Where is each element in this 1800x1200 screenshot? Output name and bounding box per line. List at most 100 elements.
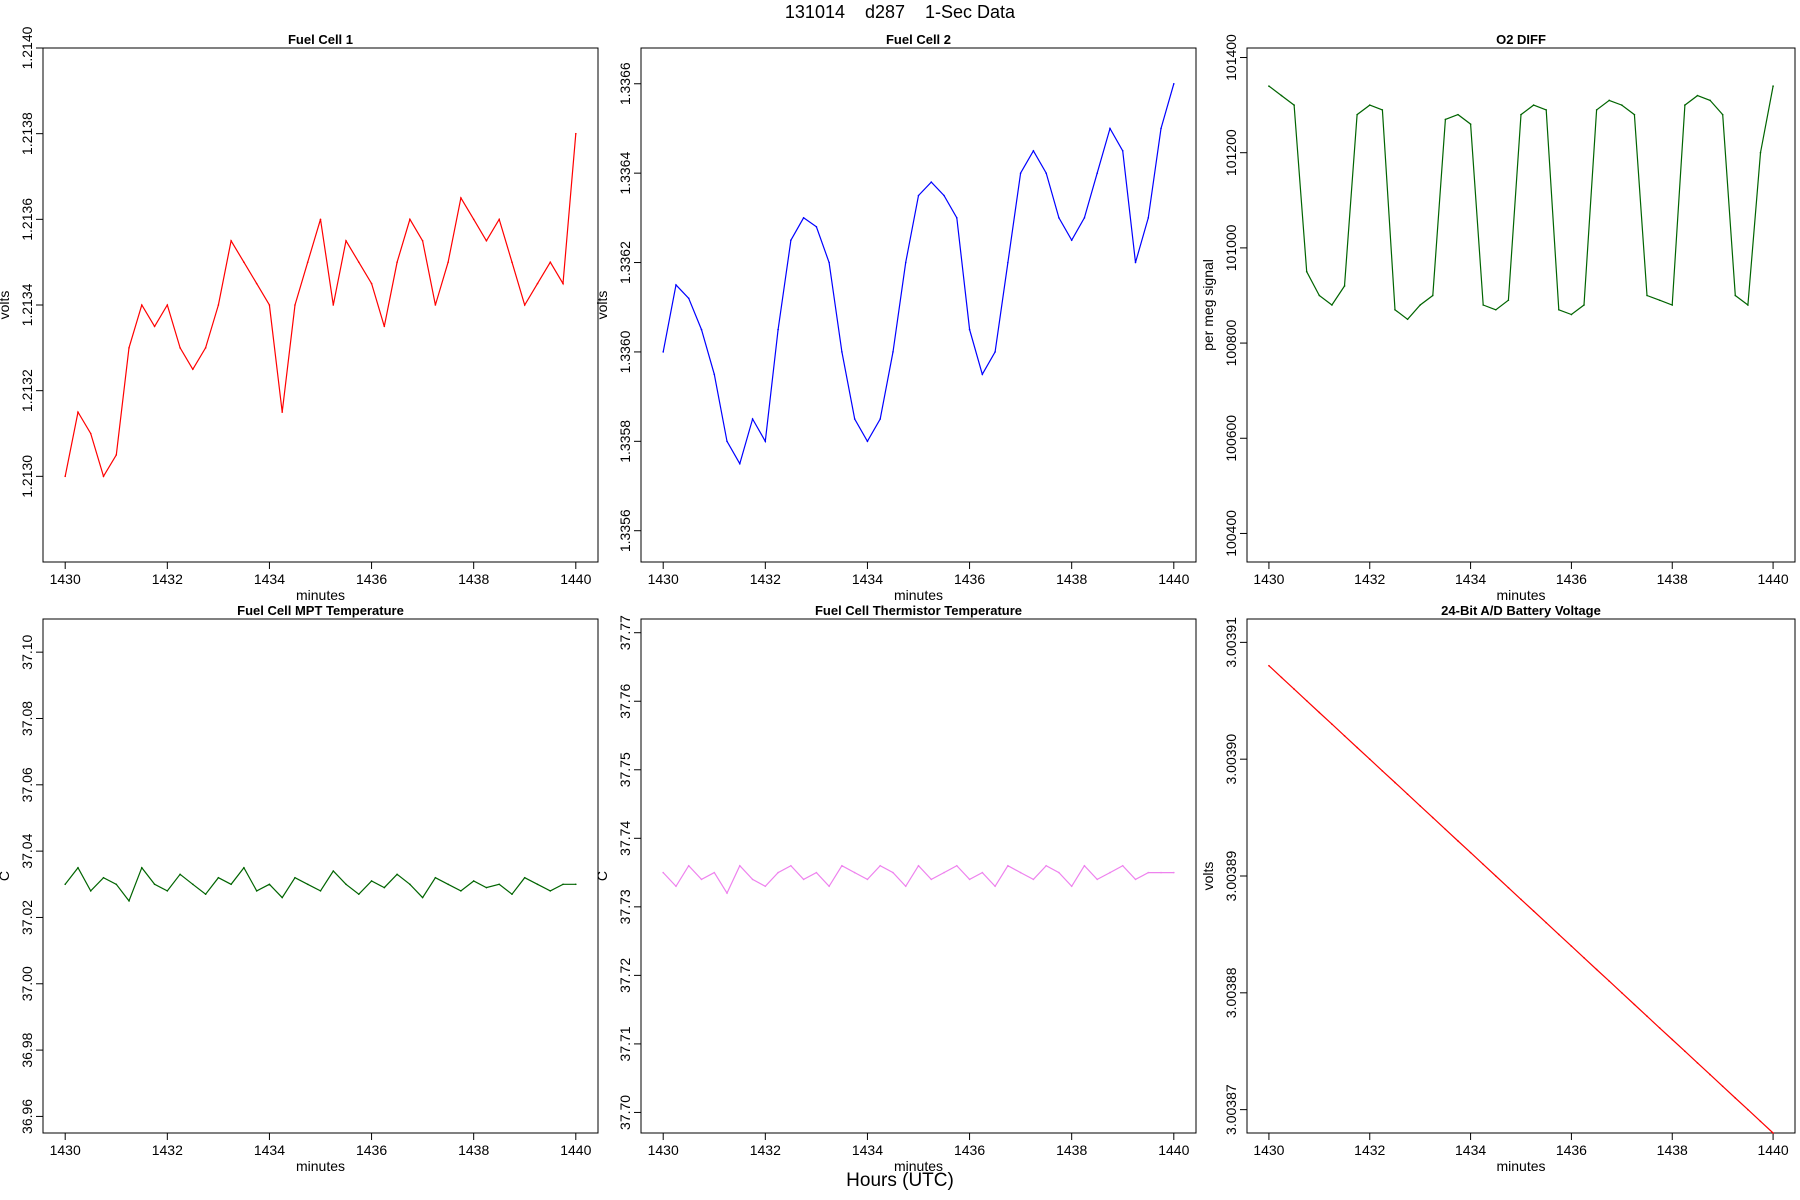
panel-5: Fuel Cell Thermistor Temperature 1430 1432… [594,603,1197,1174]
data-point [306,261,309,263]
y-axis-label: volts [1200,862,1216,891]
data-point [1305,699,1308,702]
data-point [1160,871,1162,874]
x-tick-label: 1440 [1158,1142,1189,1158]
data-point [828,885,830,888]
data-point [140,866,143,869]
data-point [1684,104,1686,106]
data-point [713,871,716,874]
data-point [1494,308,1497,311]
data-point [815,225,818,228]
data-point [994,351,996,353]
data-point [1734,294,1737,297]
data-point [1293,104,1295,106]
data-point [1147,217,1150,219]
y-tick-label: 100600 [1223,415,1239,462]
y-tick-label: 100400 [1223,510,1239,557]
data-point [968,328,971,331]
panel-2: Fuel Cell 2 1430 1432 1434 1436 1438 1440 1.335… [594,32,1197,603]
y-tick-label: 1.2134 [19,283,35,326]
data-point [1545,921,1548,924]
data-point [1482,304,1484,306]
x-tick-label: 1432 [152,571,183,587]
x-tick-label: 1436 [954,1142,985,1158]
data-point [994,885,996,888]
data-point [357,261,360,263]
data-point [1134,878,1137,881]
data-point [1520,898,1522,901]
data-point [1558,308,1560,311]
y-tick-label: 1.2138 [19,112,35,155]
x-tick-label: 1440 [1758,1142,1789,1158]
x-tick-label: 1430 [1253,571,1284,587]
data-point [332,304,335,306]
data-point [485,886,488,889]
data-point [955,864,958,867]
data-point [675,284,677,286]
data-point [1444,828,1447,831]
data-point [549,261,552,263]
data-point [1268,664,1270,667]
y-tick-label: 37.71 [617,1026,633,1061]
x-axis-label: minutes [894,587,943,603]
data-point [892,351,894,353]
data-point [1444,118,1447,121]
data-point [1045,172,1047,174]
data-point [1520,113,1522,116]
data-point [1747,1108,1749,1111]
data-point [1121,150,1124,152]
y-tick-label: 36.98 [19,1032,35,1067]
data-point [166,890,169,892]
data-point [1356,746,1358,749]
y-tick-label: 3.00388 [1223,967,1239,1018]
data-point [1318,711,1321,714]
data-point [1083,864,1086,867]
data-point [687,864,690,867]
data-point [268,304,271,306]
data-point [77,411,79,413]
data-point [1507,299,1510,302]
data-point [866,440,869,443]
data-point [115,454,118,456]
x-tick-label: 1432 [750,571,781,587]
data-point [115,883,118,886]
data-point [981,871,984,874]
x-tick-label: 1434 [1455,1142,1486,1158]
data-point [396,873,398,876]
data-point [1532,910,1535,912]
data-point [192,883,194,886]
data-point [153,883,156,886]
data-point [396,261,398,263]
data-point [409,218,411,221]
data-point [1394,308,1396,311]
data-point [460,197,462,199]
data-point [1381,770,1384,772]
x-tick-label: 1436 [1556,571,1587,587]
data-point [1482,863,1484,866]
data-point [904,261,907,264]
data-point [153,325,156,328]
data-point [930,878,933,881]
data-point [675,885,677,888]
data-point [255,282,258,285]
data-point [981,373,984,376]
data-point [1721,1085,1724,1088]
data-point [319,218,322,221]
x-tick-label: 1434 [852,1142,883,1158]
data-point [447,261,449,263]
data-point [1318,294,1321,297]
data-point [955,217,958,219]
x-tick-label: 1436 [356,1142,387,1158]
panel-title: Fuel Cell Thermistor Temperature [815,603,1022,618]
data-point [1147,871,1150,874]
data-point [472,880,475,882]
data-point [790,239,792,241]
data-point [1457,113,1459,116]
data-point [166,304,169,306]
x-tick-label: 1438 [1657,1142,1688,1158]
data-point [726,892,728,894]
data-point [853,418,856,420]
data-point [1406,318,1409,321]
y-tick-label: 1.3362 [617,241,633,284]
data-point [1007,864,1009,867]
